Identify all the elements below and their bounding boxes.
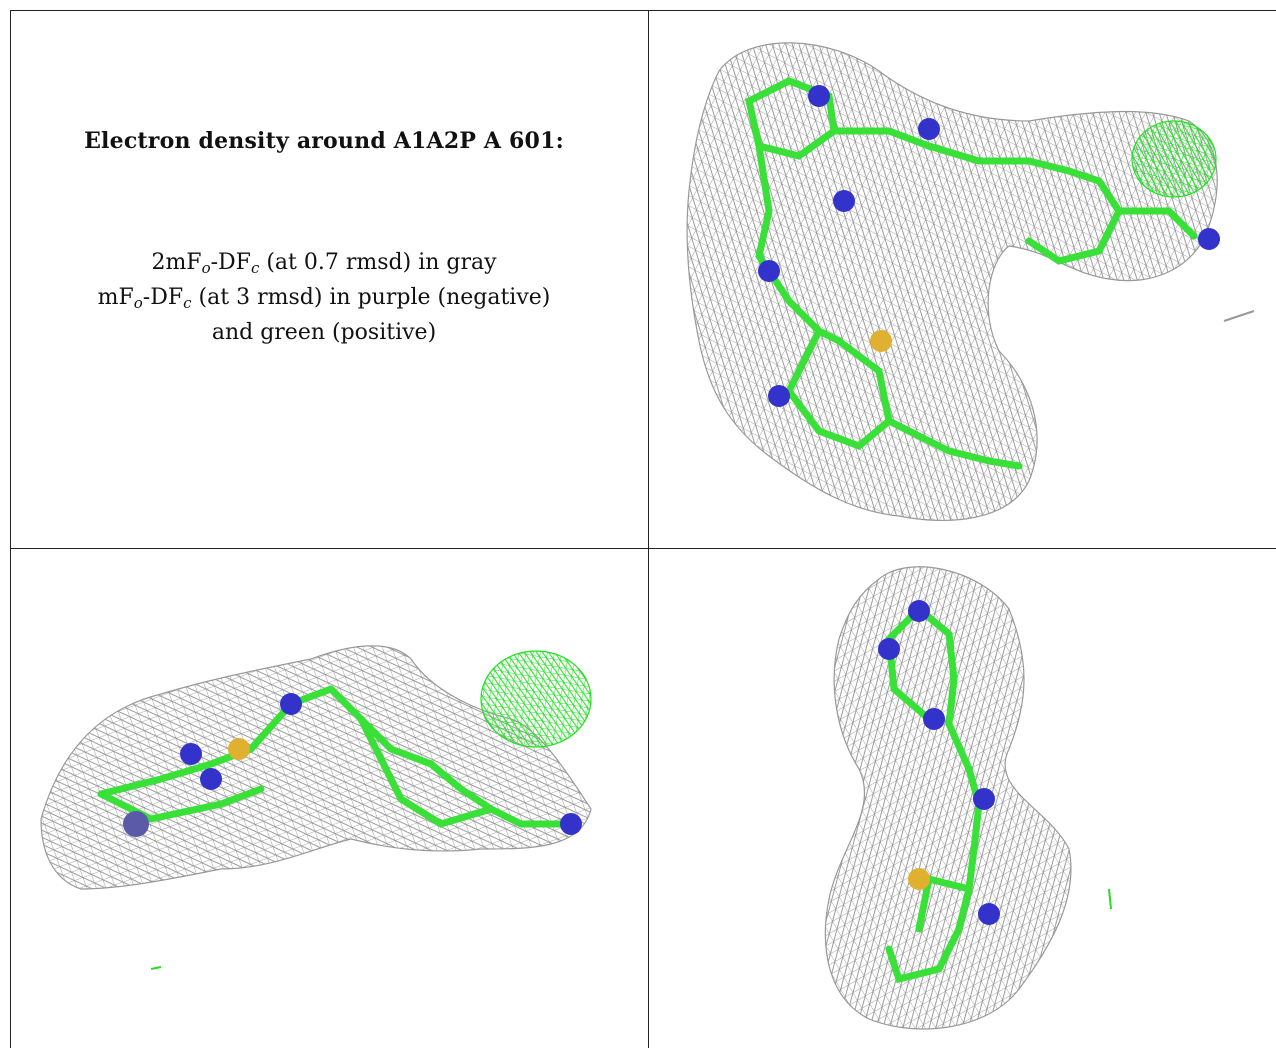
density-view-bottom-right (649, 549, 1276, 1048)
middle-divider (10, 548, 1276, 549)
density-view-bottom-right-svg (824, 566, 1112, 1030)
gray-density-mesh (824, 566, 1072, 1030)
green-density-mesh (1131, 120, 1217, 198)
density-view-top-right (649, 11, 1276, 548)
legend-line-2mfo: 2mFo-DFc (at 0.7 rmsd) in gray (151, 250, 497, 277)
small-mesh-fragment (1223, 310, 1255, 322)
legend-line-green: and green (positive) (211, 320, 437, 345)
gray-density-mesh (686, 42, 1218, 521)
atoms (758, 85, 1220, 407)
density-view-bottom-left-svg (40, 645, 592, 970)
legend-description: 2mFo-DFc (at 0.7 rmsd) in gray mFo-DFc (… (0, 248, 648, 348)
atoms (878, 600, 1000, 925)
center-divider (648, 10, 649, 1048)
legend-line-mfo: mFo-DFc (at 3 rmsd) in purple (negative) (97, 285, 551, 312)
atoms (123, 693, 582, 837)
small-green-fragment (150, 966, 162, 970)
ligand-bonds (744, 77, 1198, 470)
density-view-top-right-svg (686, 42, 1255, 521)
left-border (10, 10, 11, 1048)
top-border (10, 10, 1276, 11)
density-view-bottom-left (11, 549, 648, 1048)
legend-title: Electron density around A1A2P A 601: (84, 128, 564, 154)
small-green-fragment (1108, 888, 1112, 910)
green-density-mesh (480, 650, 592, 748)
gray-density-mesh (40, 645, 592, 890)
